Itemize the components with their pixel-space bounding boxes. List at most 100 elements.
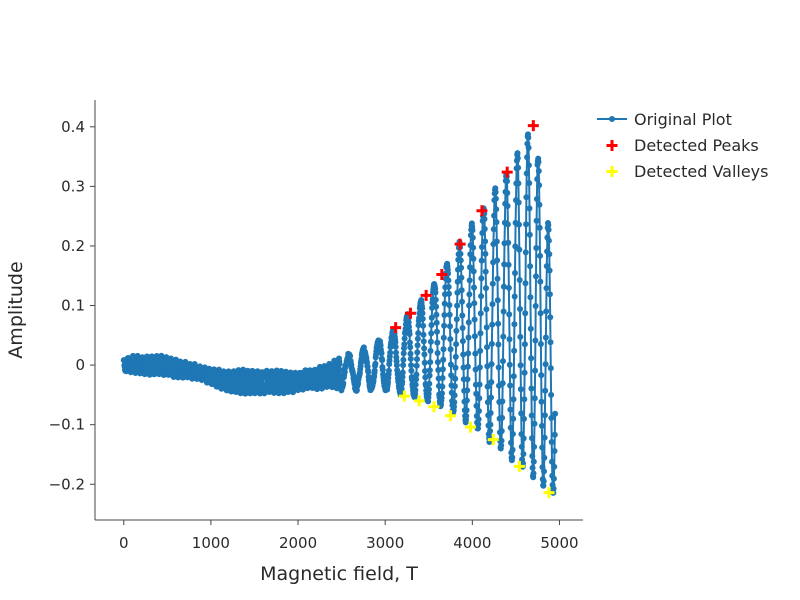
- original-plot-point: [445, 277, 452, 284]
- original-plot-point: [537, 310, 544, 317]
- original-plot-point: [387, 349, 394, 356]
- original-plot-point: [475, 416, 482, 423]
- original-plot-point: [479, 244, 485, 250]
- valley-marker: [465, 421, 477, 433]
- original-plot-point: [482, 250, 489, 257]
- original-plot-point: [465, 334, 472, 341]
- original-plot-point: [477, 330, 484, 337]
- original-plot-point: [476, 381, 483, 388]
- original-plot-point: [471, 300, 478, 307]
- original-plot-point: [488, 394, 494, 401]
- original-plot-point: [504, 221, 511, 228]
- original-plot-point: [483, 306, 490, 313]
- original-plot-point: [473, 402, 480, 409]
- peak-marker: [527, 120, 539, 132]
- original-plot-point: [407, 344, 414, 351]
- original-plot-point: [525, 162, 532, 169]
- original-plot-point: [470, 244, 477, 251]
- original-plot-point: [478, 293, 485, 300]
- original-plot-point: [421, 359, 428, 366]
- original-plot-point: [498, 428, 505, 434]
- original-plot-point: [463, 397, 470, 404]
- original-plot-point: [466, 277, 473, 284]
- original-plot-point: [531, 395, 538, 402]
- original-plot-point: [413, 376, 420, 383]
- original-plot-point: [432, 296, 439, 303]
- original-plot-point: [551, 463, 558, 470]
- original-plot-point: [477, 347, 484, 354]
- original-plot-point: [412, 387, 419, 394]
- original-plot-point: [413, 371, 420, 378]
- original-plot-point: [400, 350, 407, 357]
- original-plot-point: [543, 285, 550, 292]
- original-plot-point: [433, 303, 440, 310]
- original-plot-point: [550, 475, 557, 482]
- original-plot-point: [433, 311, 440, 318]
- original-plot-point: [543, 263, 550, 270]
- original-plot-point: [483, 324, 490, 331]
- x-tick-label: 5000: [540, 534, 578, 552]
- original-plot-point: [528, 355, 535, 362]
- original-plot-point: [445, 283, 452, 290]
- y-tick-label: −0.1: [49, 416, 85, 434]
- original-plot-point: [393, 362, 400, 369]
- original-plot-point: [463, 407, 470, 414]
- original-plot-point: [458, 274, 465, 281]
- original-plot-point: [530, 470, 537, 477]
- axes: 0 1000 2000 3000 4000 5000 −0.2 −0.1 0 0.1 0.2 0.3…: [49, 100, 583, 552]
- original-plot-point: [523, 221, 530, 228]
- x-tick-label: 1000: [192, 534, 230, 552]
- original-plot-point: [505, 239, 512, 246]
- original-plot-point: [419, 310, 426, 317]
- original-plot-point: [516, 277, 523, 283]
- original-plot-point: [510, 373, 517, 380]
- original-plot-point: [487, 428, 494, 434]
- original-plot-point: [481, 226, 488, 232]
- original-plot-point: [347, 352, 354, 359]
- original-plot-point: [452, 375, 459, 382]
- original-plot-point: [336, 361, 343, 367]
- original-plot-point: [552, 410, 559, 417]
- original-plot-point: [459, 298, 465, 305]
- original-plot-point: [484, 399, 491, 406]
- valley-marker: [413, 395, 425, 407]
- original-plot-point: [472, 350, 479, 357]
- original-plot-point: [500, 358, 506, 365]
- original-plot-point: [484, 383, 491, 390]
- original-plot-point: [379, 357, 386, 364]
- original-plot-point: [516, 221, 522, 228]
- original-plot-point: [509, 446, 516, 453]
- original-plot-point: [477, 310, 484, 317]
- original-plot-point: [511, 293, 518, 300]
- y-axis-ticks: −0.2 −0.1 0 0.1 0.2 0.3 0.4: [49, 118, 95, 493]
- original-plot-point: [482, 268, 489, 275]
- original-plot-point: [538, 372, 545, 379]
- original-plot-point: [408, 367, 415, 374]
- original-plot-point: [428, 314, 435, 321]
- original-plot-point: [392, 339, 399, 346]
- original-plot-point: [467, 251, 474, 258]
- original-plot-point: [414, 342, 421, 349]
- original-plot-point: [537, 341, 544, 347]
- original-plot-point: [378, 350, 385, 357]
- original-plot-point: [532, 303, 539, 309]
- original-plot-point: [427, 338, 434, 345]
- original-plot-point: [454, 302, 461, 309]
- original-plot-point: [540, 478, 547, 485]
- original-plot-point: [453, 316, 460, 323]
- original-plot-point: [551, 431, 558, 438]
- original-plot-point: [512, 270, 518, 276]
- original-plot-point: [525, 144, 532, 151]
- original-plot-point: [548, 415, 555, 421]
- original-plot-point: [541, 434, 548, 441]
- legend-label-original-plot: Original Plot: [634, 110, 732, 129]
- original-plot-point: [547, 339, 554, 346]
- original-plot-point: [399, 369, 406, 376]
- original-plot-point: [517, 386, 524, 393]
- original-plot-point: [487, 421, 494, 428]
- original-plot-point: [538, 422, 545, 429]
- original-plot-point: [439, 383, 446, 390]
- original-plot-point: [538, 398, 545, 405]
- original-plot-point: [447, 336, 454, 343]
- original-plot-point: [548, 391, 555, 398]
